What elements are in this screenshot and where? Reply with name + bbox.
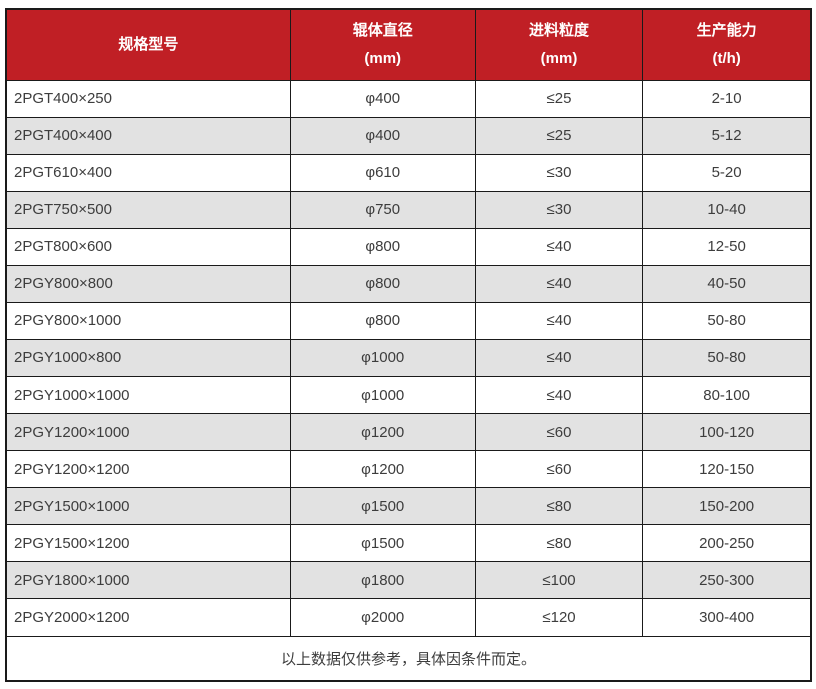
cell-capacity: 12-50	[642, 227, 812, 266]
header-label: 辊体直径	[352, 22, 413, 39]
cell-capacity: 50-80	[642, 338, 812, 378]
cell-feed-size: ≤100	[474, 561, 644, 600]
table-row: 2PGY2000×1200 φ2000 ≤120 300-400	[5, 598, 812, 637]
cell-model: 2PGY1000×1000	[5, 375, 291, 415]
cell-model: 2PGY800×1000	[5, 301, 291, 340]
table-row: 2PGT400×250 φ400 ≤25 2-10	[5, 79, 812, 118]
cell-roller-diameter: φ1200	[289, 450, 476, 489]
cell-feed-size: ≤60	[474, 413, 644, 452]
table-row: 2PGY1200×1200 φ1200 ≤60 120-150	[5, 450, 812, 489]
cell-capacity: 5-20	[642, 153, 812, 192]
table-row: 2PGY1500×1000 φ1500 ≤80 150-200	[5, 487, 812, 526]
header-unit: (mm)	[540, 49, 578, 67]
cell-feed-size: ≤120	[474, 598, 644, 637]
cell-model: 2PGT610×400	[5, 153, 291, 192]
cell-model: 2PGY1800×1000	[5, 561, 291, 600]
cell-feed-size: ≤25	[474, 79, 644, 118]
header-cell-model: 规格型号	[5, 8, 291, 81]
cell-feed-size: ≤30	[474, 153, 644, 192]
cell-roller-diameter: φ1200	[289, 413, 476, 452]
cell-roller-diameter: φ800	[289, 227, 476, 266]
cell-feed-size: ≤80	[474, 487, 644, 526]
cell-roller-diameter: φ1000	[289, 375, 476, 415]
cell-model: 2PGY2000×1200	[5, 598, 291, 637]
header-unit: (t/h)	[712, 49, 741, 67]
header-label: 生产能力	[696, 22, 757, 39]
table-row: 2PGY1000×1000 φ1000 ≤40 80-100	[5, 375, 812, 415]
cell-capacity: 150-200	[642, 487, 812, 526]
cell-model: 2PGY1200×1000	[5, 413, 291, 452]
header-label: 规格型号	[118, 35, 179, 53]
cell-model: 2PGT400×400	[5, 116, 291, 155]
header-cell-capacity: 生产能力 (t/h)	[642, 8, 812, 81]
cell-feed-size: ≤25	[474, 116, 644, 155]
cell-feed-size: ≤30	[474, 190, 644, 229]
cell-roller-diameter: φ400	[289, 116, 476, 155]
footnote-text: 以上数据仅供参考，具体因条件而定。	[5, 635, 812, 682]
table-body: 2PGT400×250 φ400 ≤25 2-10 2PGT400×400 φ400 ≤25…	[5, 79, 812, 637]
header-cell-roller-diameter: 辊体直径 (mm)	[289, 8, 476, 81]
footnote-row: 以上数据仅供参考，具体因条件而定。	[5, 635, 812, 682]
cell-roller-diameter: φ2000	[289, 598, 476, 637]
table-row: 2PGT750×500 φ750 ≤30 10-40	[5, 190, 812, 229]
cell-capacity: 5-12	[642, 116, 812, 155]
cell-model: 2PGY1000×800	[5, 338, 291, 378]
cell-roller-diameter: φ800	[289, 301, 476, 340]
cell-capacity: 40-50	[642, 264, 812, 303]
cell-roller-diameter: φ1500	[289, 524, 476, 563]
cell-model: 2PGY800×800	[5, 264, 291, 303]
cell-capacity: 50-80	[642, 301, 812, 340]
cell-capacity: 200-250	[642, 524, 812, 563]
cell-model: 2PGT750×500	[5, 190, 291, 229]
table-row: 2PGY800×1000 φ800 ≤40 50-80	[5, 301, 812, 340]
cell-feed-size: ≤40	[474, 338, 644, 378]
table-header: 规格型号 辊体直径 (mm) 进料粒度 (mm) 生产能力 (t/h)	[5, 8, 812, 81]
table-row: 2PGY1000×800 φ1000 ≤40 50-80	[5, 338, 812, 378]
cell-capacity: 2-10	[642, 79, 812, 118]
cell-model: 2PGY1200×1200	[5, 450, 291, 489]
spec-table: 规格型号 辊体直径 (mm) 进料粒度 (mm) 生产能力 (t/h) 2PGT…	[5, 8, 812, 682]
cell-model: 2PGT800×600	[5, 227, 291, 266]
cell-roller-diameter: φ610	[289, 153, 476, 192]
header-unit: (mm)	[364, 49, 402, 67]
table-row: 2PGY800×800 φ800 ≤40 40-50	[5, 264, 812, 303]
cell-capacity: 300-400	[642, 598, 812, 637]
cell-roller-diameter: φ1800	[289, 561, 476, 600]
cell-capacity: 10-40	[642, 190, 812, 229]
cell-capacity: 100-120	[642, 413, 812, 452]
cell-capacity: 80-100	[642, 375, 812, 415]
header-row: 规格型号 辊体直径 (mm) 进料粒度 (mm) 生产能力 (t/h)	[5, 8, 812, 81]
table-row: 2PGY1200×1000 φ1200 ≤60 100-120	[5, 413, 812, 452]
table-row: 2PGT610×400 φ610 ≤30 5-20	[5, 153, 812, 192]
table-row: 2PGT400×400 φ400 ≤25 5-12	[5, 116, 812, 155]
table-row: 2PGY1500×1200 φ1500 ≤80 200-250	[5, 524, 812, 563]
cell-model: 2PGY1500×1200	[5, 524, 291, 563]
table-row: 2PGT800×600 φ800 ≤40 12-50	[5, 227, 812, 266]
spec-table-container: 规格型号 辊体直径 (mm) 进料粒度 (mm) 生产能力 (t/h) 2PGT…	[5, 8, 812, 682]
table-footer: 以上数据仅供参考，具体因条件而定。	[5, 635, 812, 682]
table-row: 2PGY1800×1000 φ1800 ≤100 250-300	[5, 561, 812, 600]
cell-feed-size: ≤40	[474, 375, 644, 415]
cell-roller-diameter: φ750	[289, 190, 476, 229]
header-label: 进料粒度	[529, 22, 590, 39]
cell-roller-diameter: φ800	[289, 264, 476, 303]
header-cell-feed-size: 进料粒度 (mm)	[474, 8, 644, 81]
cell-roller-diameter: φ400	[289, 79, 476, 118]
cell-feed-size: ≤40	[474, 227, 644, 266]
cell-roller-diameter: φ1500	[289, 487, 476, 526]
cell-feed-size: ≤40	[474, 264, 644, 303]
cell-capacity: 250-300	[642, 561, 812, 600]
cell-feed-size: ≤60	[474, 450, 644, 489]
cell-feed-size: ≤40	[474, 301, 644, 340]
cell-feed-size: ≤80	[474, 524, 644, 563]
cell-model: 2PGY1500×1000	[5, 487, 291, 526]
cell-capacity: 120-150	[642, 450, 812, 489]
cell-model: 2PGT400×250	[5, 79, 291, 118]
cell-roller-diameter: φ1000	[289, 338, 476, 378]
